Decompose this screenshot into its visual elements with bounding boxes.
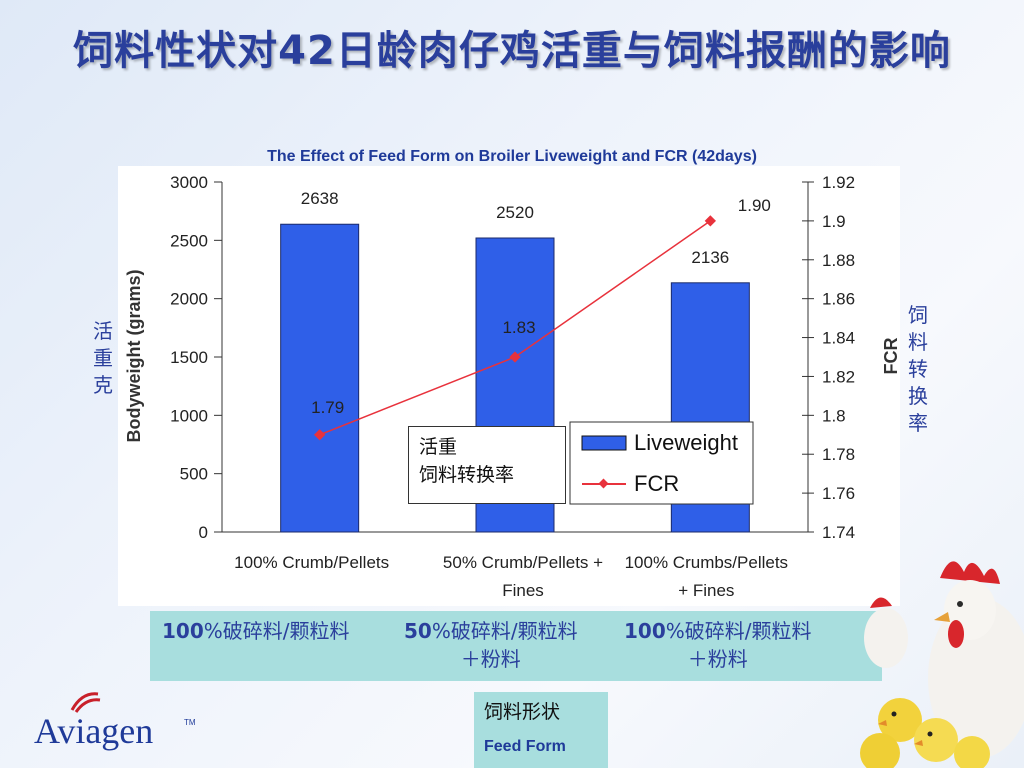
fcr-data-label: 1.79 <box>311 398 344 417</box>
legend-label-fcr: FCR <box>634 471 679 496</box>
category-zh-2-line2: ＋粉料 <box>460 647 521 671</box>
right-axis-tick-label: 1.92 <box>822 173 855 192</box>
y-axis-label-left: Bodyweight (grams) <box>124 269 144 442</box>
category-zh-2: 50%破碎料/颗粒料 ＋粉料 <box>404 617 578 673</box>
fcr-point <box>509 351 521 363</box>
fcr-point <box>314 429 326 441</box>
legend-zh-liveweight: 活重 <box>419 436 458 458</box>
left-axis-tick-label: 0 <box>199 523 208 542</box>
liveweight-data-label: 2520 <box>496 203 534 222</box>
x-axis-category-label: 50% Crumb/Pellets + <box>443 553 603 572</box>
left-axis-tick-label: 2500 <box>170 231 208 250</box>
category-zh-1: 100%破碎料/颗粒料 <box>162 617 350 645</box>
left-axis-label-zh-text: 活重克 <box>93 319 113 397</box>
fcr-data-label: 1.83 <box>502 318 535 337</box>
category-zh-1-num: 100 <box>162 619 204 643</box>
category-band-zh: 100%破碎料/颗粒料 50%破碎料/颗粒料 ＋粉料 100%破碎料/颗粒料 ＋… <box>150 611 882 681</box>
fcr-data-label: 1.90 <box>738 196 771 215</box>
x-axis-category-label: 100% Crumbs/Pellets <box>625 553 788 572</box>
right-axis-label-zh-text: 饲料转换率 <box>908 303 928 435</box>
legend: Liveweight FCR <box>569 421 754 505</box>
category-zh-1-text: %破碎料/颗粒料 <box>203 619 350 643</box>
left-axis-tick-label: 3000 <box>170 173 208 192</box>
left-axis-tick-label: 1000 <box>170 406 208 425</box>
logo-flame-icon <box>70 692 101 713</box>
liveweight-bars: 2638 2520 2136 <box>280 189 750 533</box>
legend-zh-fcr: 饲料转换率 <box>419 464 515 486</box>
right-axis-tick-label: 1.74 <box>822 523 855 542</box>
legend-marker-fcr <box>598 478 609 489</box>
chickens-image <box>860 561 1024 768</box>
right-axis-tick-label: 1.78 <box>822 445 855 464</box>
right-axis-tick-label: 1.9 <box>822 212 846 231</box>
feed-form-zh: 饲料形状 <box>484 701 561 723</box>
legend-swatch-liveweight <box>581 435 627 451</box>
page-title: 饲料性状对42日龄肉仔鸡活重与饲料报酬的影响 <box>73 28 951 74</box>
left-axis-tick-label: 2000 <box>170 290 208 309</box>
left-axis-tick-label: 500 <box>180 465 208 484</box>
category-zh-2-text: %破碎料/颗粒料 <box>431 619 578 643</box>
category-zh-3-num: 100 <box>624 619 666 643</box>
x-axis-category-label: 100% Crumb/Pellets <box>234 553 389 572</box>
left-axis: 0 500 1000 1500 2000 2500 3000 <box>170 173 808 542</box>
category-zh-2-num: 50 <box>404 619 432 643</box>
right-axis-tick-label: 1.88 <box>822 251 855 270</box>
liveweight-bar <box>280 223 360 533</box>
logo-tm: TM <box>184 718 196 727</box>
right-axis: 1.74 1.76 1.78 1.8 1.82 1.84 1.86 1.88 1.9 1.92 <box>802 173 855 542</box>
right-axis-tick-label: 1.82 <box>822 367 855 386</box>
fcr-line: 1.79 1.83 1.90 <box>311 196 771 441</box>
feed-form-box: 饲料形状 Feed Form <box>474 692 608 768</box>
category-zh-3: 100%破碎料/颗粒料 ＋粉料 <box>624 617 812 673</box>
aviagen-logo: Aviagen TM <box>34 688 196 758</box>
x-axis-category-label: Fines <box>502 581 544 600</box>
category-zh-3-line2: ＋粉料 <box>687 647 748 671</box>
right-axis-tick-label: 1.84 <box>822 329 855 348</box>
x-axis-labels: 100% Crumb/Pellets 50% Crumb/Pellets + Fin… <box>234 553 788 600</box>
x-axis-category-label: + Fines <box>678 581 734 600</box>
right-axis-tick-label: 1.76 <box>822 484 855 503</box>
liveweight-data-label: 2136 <box>691 248 729 267</box>
left-axis-tick-label: 1500 <box>170 348 208 367</box>
liveweight-data-label: 2638 <box>301 189 339 208</box>
right-axis-tick-label: 1.86 <box>822 290 855 309</box>
legend-label-liveweight: Liveweight <box>634 430 738 455</box>
logo-text: Aviagen <box>34 711 154 751</box>
right-axis-tick-label: 1.8 <box>822 406 846 425</box>
y-axis-label-right: FCR <box>881 338 901 375</box>
category-zh-3-text: %破碎料/颗粒料 <box>665 619 812 643</box>
right-axis-label-zh: 饲料转换率 <box>903 302 933 437</box>
left-axis-label-zh: 活重克 <box>88 318 118 399</box>
fcr-point <box>704 215 716 227</box>
feed-form-en: Feed Form <box>484 738 566 755</box>
legend-zh: 活重 饲料转换率 <box>408 426 566 504</box>
chart-title: The Effect of Feed Form on Broiler Livew… <box>267 148 757 165</box>
